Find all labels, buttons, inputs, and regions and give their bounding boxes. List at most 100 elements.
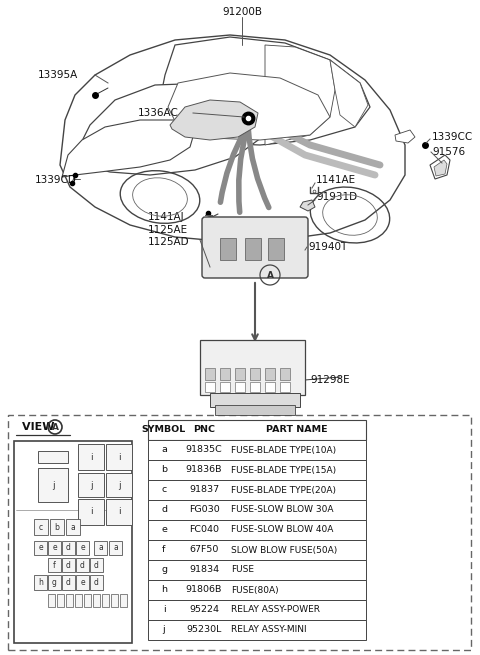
Bar bbox=[50, 519, 64, 535]
Text: A: A bbox=[51, 422, 59, 432]
Text: d: d bbox=[66, 561, 71, 569]
Text: SYMBOL: SYMBOL bbox=[142, 426, 186, 434]
Bar bbox=[102, 594, 109, 607]
Bar bbox=[48, 558, 61, 572]
Text: PNC: PNC bbox=[193, 426, 215, 434]
Bar bbox=[148, 580, 366, 600]
Text: g: g bbox=[52, 578, 57, 587]
Bar bbox=[220, 382, 230, 392]
Bar bbox=[57, 594, 64, 607]
Text: j: j bbox=[52, 481, 54, 489]
Text: 1141AJ: 1141AJ bbox=[148, 212, 185, 222]
Polygon shape bbox=[170, 100, 258, 140]
Text: h: h bbox=[38, 578, 43, 587]
Bar bbox=[48, 541, 61, 555]
Bar bbox=[148, 520, 366, 540]
Bar bbox=[109, 541, 122, 555]
Bar bbox=[148, 500, 366, 520]
Bar bbox=[220, 238, 236, 260]
Text: d: d bbox=[66, 544, 71, 553]
Text: d: d bbox=[94, 578, 99, 587]
Polygon shape bbox=[434, 160, 447, 176]
Bar bbox=[48, 575, 61, 590]
Text: 91835C: 91835C bbox=[186, 445, 222, 455]
Text: g: g bbox=[161, 565, 167, 574]
Bar bbox=[245, 238, 261, 260]
Polygon shape bbox=[265, 45, 335, 145]
Text: e: e bbox=[52, 544, 57, 553]
Bar bbox=[215, 405, 295, 415]
Polygon shape bbox=[430, 155, 450, 179]
Text: d: d bbox=[94, 561, 99, 569]
Text: 1336AC: 1336AC bbox=[138, 108, 179, 118]
Text: FUSE: FUSE bbox=[231, 565, 254, 574]
Bar bbox=[268, 238, 284, 260]
FancyBboxPatch shape bbox=[202, 217, 308, 278]
Text: 91834: 91834 bbox=[189, 565, 219, 574]
Text: a: a bbox=[161, 445, 167, 455]
Text: b: b bbox=[55, 523, 60, 531]
Text: FUSE-SLOW BLOW 40A: FUSE-SLOW BLOW 40A bbox=[231, 525, 334, 534]
Text: f: f bbox=[162, 546, 166, 555]
Bar bbox=[106, 473, 132, 497]
Bar bbox=[250, 382, 260, 392]
Bar bbox=[148, 460, 366, 480]
Bar bbox=[14, 441, 132, 643]
Text: 1141AE: 1141AE bbox=[316, 175, 356, 185]
Bar bbox=[62, 541, 75, 555]
Bar bbox=[148, 600, 366, 620]
Text: SLOW BLOW FUSE(50A): SLOW BLOW FUSE(50A) bbox=[231, 546, 337, 555]
Text: FG030: FG030 bbox=[189, 506, 219, 514]
Text: e: e bbox=[38, 544, 43, 553]
Text: d: d bbox=[66, 578, 71, 587]
Text: b: b bbox=[161, 466, 167, 474]
Bar bbox=[205, 382, 215, 392]
Bar bbox=[76, 541, 89, 555]
Text: 91940T: 91940T bbox=[308, 242, 347, 252]
Text: 67F50: 67F50 bbox=[189, 546, 219, 555]
Bar bbox=[210, 393, 300, 407]
Text: i: i bbox=[90, 508, 92, 517]
Bar bbox=[38, 468, 68, 502]
Text: A: A bbox=[266, 271, 274, 280]
Bar bbox=[280, 382, 290, 392]
Text: e: e bbox=[80, 578, 85, 587]
Bar bbox=[34, 575, 47, 590]
Text: FUSE-SLOW BLOW 30A: FUSE-SLOW BLOW 30A bbox=[231, 506, 334, 514]
Bar bbox=[48, 594, 55, 607]
Bar bbox=[66, 594, 73, 607]
Text: RELAY ASSY-MINI: RELAY ASSY-MINI bbox=[231, 626, 307, 635]
Text: FUSE-BLADE TYPE(20A): FUSE-BLADE TYPE(20A) bbox=[231, 485, 336, 495]
FancyBboxPatch shape bbox=[8, 415, 471, 650]
Text: FC040: FC040 bbox=[189, 525, 219, 534]
Bar bbox=[200, 340, 305, 395]
Bar bbox=[111, 594, 118, 607]
Text: a: a bbox=[71, 523, 75, 531]
Polygon shape bbox=[168, 73, 330, 140]
Bar bbox=[250, 368, 260, 380]
Bar bbox=[205, 368, 215, 380]
Text: j: j bbox=[118, 481, 120, 489]
Text: 91837: 91837 bbox=[189, 485, 219, 495]
Text: PART NAME: PART NAME bbox=[266, 426, 328, 434]
Bar bbox=[78, 444, 104, 470]
Text: 91576: 91576 bbox=[432, 147, 465, 157]
Text: RELAY ASSY-POWER: RELAY ASSY-POWER bbox=[231, 605, 320, 614]
Text: 95224: 95224 bbox=[189, 605, 219, 614]
Text: 1125AE: 1125AE bbox=[148, 225, 188, 235]
Text: a: a bbox=[113, 544, 118, 553]
Polygon shape bbox=[395, 130, 415, 143]
Polygon shape bbox=[158, 37, 370, 145]
Bar bbox=[78, 499, 104, 525]
Text: 91806B: 91806B bbox=[186, 586, 222, 595]
Text: 91931D: 91931D bbox=[316, 192, 357, 202]
Bar bbox=[90, 575, 103, 590]
Text: 13395A: 13395A bbox=[38, 70, 78, 80]
Bar bbox=[34, 541, 47, 555]
Text: 1125AD: 1125AD bbox=[148, 237, 190, 247]
Bar bbox=[120, 594, 127, 607]
Text: 95230L: 95230L bbox=[186, 626, 222, 635]
Bar bbox=[148, 540, 366, 560]
Polygon shape bbox=[330, 60, 368, 127]
Bar bbox=[78, 473, 104, 497]
